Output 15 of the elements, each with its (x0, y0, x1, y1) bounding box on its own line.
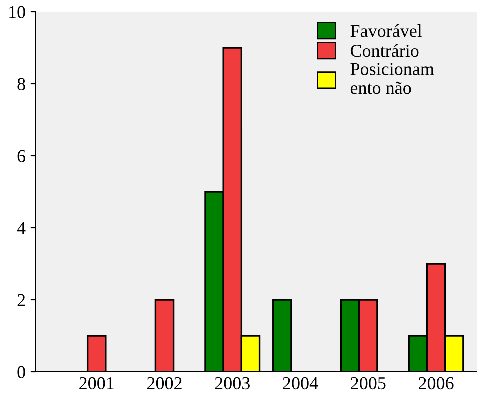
x-tick-label: 2001 (80, 377, 114, 390)
y-tick-label: 6 (18, 150, 26, 162)
y-tick-label: 0 (18, 366, 26, 378)
x-tick-label: 2004 (283, 377, 318, 390)
x-tick-label: 2002 (147, 377, 182, 390)
legend-label: Posicionam ento não (350, 63, 434, 94)
y-tick-label: 8 (18, 78, 26, 90)
y-tick-label: 10 (10, 6, 26, 18)
x-tick-label: 2005 (351, 377, 386, 390)
legend-label: Favorável (350, 24, 422, 38)
x-tick-label: 2006 (419, 377, 454, 390)
y-tick-label: 4 (17, 222, 26, 234)
y-tick-label: 2 (18, 294, 26, 306)
legend-label: Contrário (350, 44, 419, 58)
x-tick-label: 2003 (215, 377, 250, 390)
